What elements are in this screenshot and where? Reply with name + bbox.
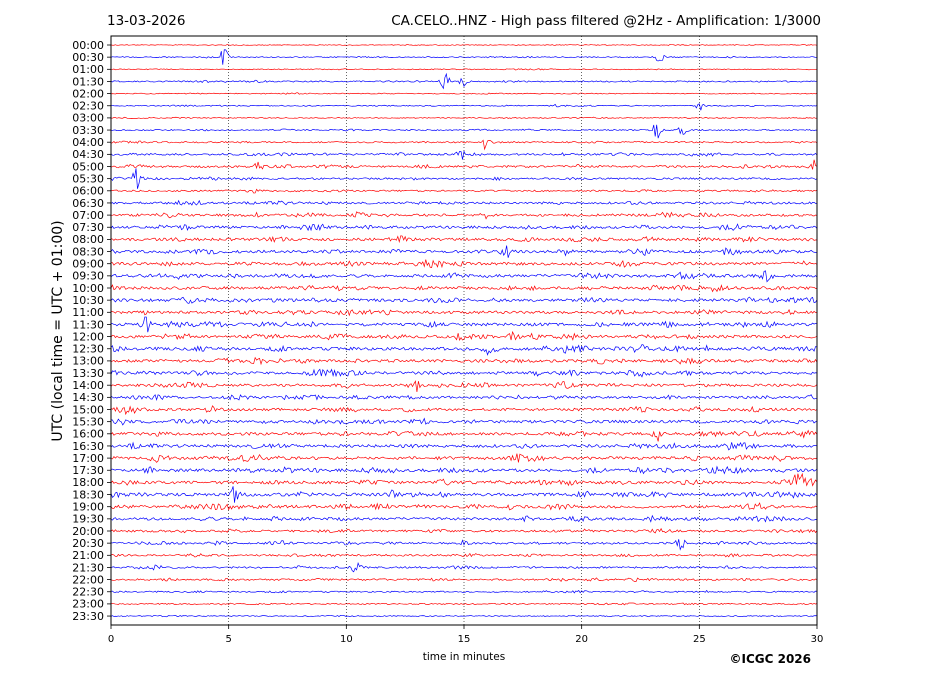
y-tick-label: 10:30 bbox=[72, 294, 104, 307]
x-tick-label: 10 bbox=[340, 634, 353, 645]
y-tick-label: 16:30 bbox=[72, 440, 104, 453]
y-axis-title: UTC (local time = UTC + 01:00) bbox=[50, 220, 66, 441]
trace-1630 bbox=[110, 441, 818, 451]
x-tick-label: 20 bbox=[575, 634, 588, 645]
grid-lines bbox=[228, 36, 700, 625]
y-tick-label: 22:30 bbox=[72, 586, 104, 599]
y-tick-label: 14:30 bbox=[72, 391, 104, 404]
y-tick-label: 15:00 bbox=[72, 403, 104, 416]
trace-0900 bbox=[110, 259, 818, 269]
y-tick-label: 04:00 bbox=[72, 136, 104, 149]
trace-2000 bbox=[110, 527, 818, 534]
x-tick-label: 30 bbox=[811, 634, 824, 645]
y-tick-label: 18:30 bbox=[72, 488, 104, 501]
trace-1900 bbox=[110, 502, 818, 511]
y-tick-label: 02:30 bbox=[72, 100, 104, 113]
y-tick-label: 00:30 bbox=[72, 51, 104, 64]
trace-1300 bbox=[110, 356, 818, 366]
y-tick-label: 08:30 bbox=[72, 245, 104, 258]
trace-1000 bbox=[110, 284, 818, 293]
trace-1600 bbox=[110, 429, 818, 442]
y-tick-label: 00:00 bbox=[72, 39, 104, 52]
y-tick-label: 03:00 bbox=[72, 112, 104, 125]
trace-0230 bbox=[110, 103, 818, 111]
y-tick-label: 17:00 bbox=[72, 452, 104, 465]
chart-title: CA.CELO..HNZ - High pass filtered @2Hz -… bbox=[391, 13, 821, 29]
y-axis-labels: 00:0000:3001:0001:3002:0002:3003:0003:30… bbox=[72, 39, 111, 623]
y-tick-label: 17:30 bbox=[72, 464, 104, 477]
trace-0430 bbox=[110, 150, 818, 160]
y-tick-label: 07:30 bbox=[72, 221, 104, 234]
y-tick-label: 22:00 bbox=[72, 573, 104, 586]
chart-date: 13-03-2026 bbox=[107, 13, 185, 29]
y-tick-label: 13:00 bbox=[72, 355, 104, 368]
y-tick-label: 05:30 bbox=[72, 172, 104, 185]
y-tick-label: 10:00 bbox=[72, 282, 104, 295]
copyright-text: ©ICGC 2026 bbox=[729, 652, 811, 666]
y-tick-label: 05:00 bbox=[72, 160, 104, 173]
y-tick-label: 23:30 bbox=[72, 610, 104, 623]
y-tick-label: 19:00 bbox=[72, 501, 104, 514]
y-tick-label: 03:30 bbox=[72, 124, 104, 137]
y-tick-label: 21:30 bbox=[72, 561, 104, 574]
y-tick-label: 14:00 bbox=[72, 379, 104, 392]
plot-frame bbox=[110, 35, 818, 626]
x-tick-label: 25 bbox=[693, 634, 706, 645]
trace-0330 bbox=[110, 124, 818, 139]
y-tick-label: 20:00 bbox=[72, 525, 104, 538]
y-tick-label: 20:30 bbox=[72, 537, 104, 550]
y-tick-label: 06:30 bbox=[72, 197, 104, 210]
y-tick-label: 07:00 bbox=[72, 209, 104, 222]
trace-0700 bbox=[110, 211, 818, 220]
trace-0530 bbox=[110, 168, 818, 189]
y-tick-label: 08:00 bbox=[72, 233, 104, 246]
trace-1700 bbox=[110, 453, 818, 463]
trace-1830 bbox=[110, 486, 818, 503]
trace-1230 bbox=[110, 344, 818, 356]
y-tick-label: 13:30 bbox=[72, 367, 104, 380]
y-tick-label: 15:30 bbox=[72, 415, 104, 428]
trace-0600 bbox=[110, 188, 818, 194]
trace-0630 bbox=[110, 199, 818, 206]
trace-1730 bbox=[110, 465, 818, 475]
trace-1500 bbox=[110, 405, 818, 416]
y-tick-label: 09:30 bbox=[72, 270, 104, 283]
y-tick-label: 01:00 bbox=[72, 63, 104, 76]
x-tick-label: 15 bbox=[458, 634, 471, 645]
y-tick-label: 23:00 bbox=[72, 598, 104, 611]
y-tick-label: 11:00 bbox=[72, 306, 104, 319]
x-axis-labels: 0 5 10 15 20 25 30 bbox=[108, 625, 824, 645]
trace-1530 bbox=[110, 417, 818, 426]
y-tick-label: 11:30 bbox=[72, 318, 104, 331]
y-tick-label: 16:00 bbox=[72, 428, 104, 441]
y-tick-label: 21:00 bbox=[72, 549, 104, 562]
y-tick-label: 12:00 bbox=[72, 330, 104, 343]
trace-0500 bbox=[110, 159, 818, 170]
y-tick-label: 09:00 bbox=[72, 258, 104, 271]
y-tick-label: 19:30 bbox=[72, 513, 104, 526]
x-axis-title: time in minutes bbox=[423, 651, 505, 663]
y-tick-label: 02:00 bbox=[72, 87, 104, 100]
y-tick-label: 18:00 bbox=[72, 476, 104, 489]
y-tick-label: 04:30 bbox=[72, 148, 104, 161]
trace-0730 bbox=[110, 223, 818, 232]
x-tick-label: 0 bbox=[108, 634, 114, 645]
x-tick-label: 5 bbox=[225, 634, 231, 645]
y-tick-label: 12:30 bbox=[72, 343, 104, 356]
y-tick-label: 06:00 bbox=[72, 185, 104, 198]
y-tick-label: 01:30 bbox=[72, 75, 104, 88]
